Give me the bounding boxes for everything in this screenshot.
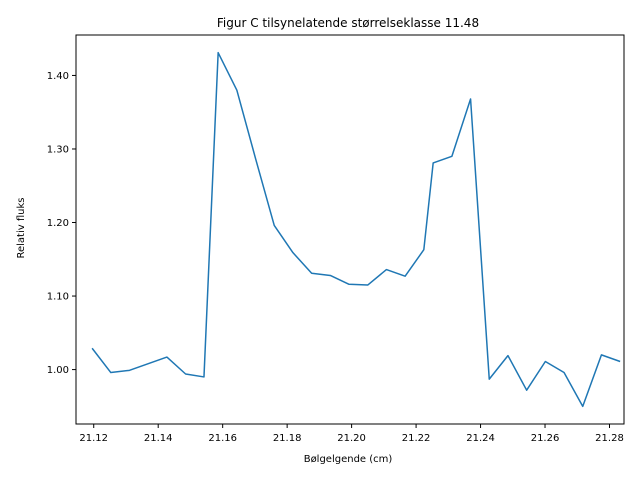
y-tick-label: 1.10 [47, 292, 69, 303]
y-tick-label: 1.40 [47, 71, 69, 82]
y-tick-label: 1.00 [47, 365, 69, 376]
x-tick-label: 21.28 [595, 433, 624, 444]
y-axis-title: Relativ fluks [16, 198, 27, 259]
y-tick-label: 1.20 [47, 218, 69, 229]
y-tick-label: 1.30 [47, 144, 69, 155]
x-axis: 21.12 21.14 21.16 21.18 21.20 21.22 21.24 21.26… [79, 424, 624, 444]
x-tick-label: 21.18 [273, 433, 302, 444]
x-tick-label: 21.22 [402, 433, 431, 444]
chart-title: Figur C tilsynelatende størrelseklasse 1… [217, 16, 479, 30]
x-tick-label: 21.20 [337, 433, 366, 444]
x-axis-title: Bølgelgende (cm) [304, 454, 393, 465]
plot-area [75, 34, 625, 425]
x-tick-label: 21.14 [144, 433, 173, 444]
axes-frame [75, 34, 625, 425]
x-tick-label: 21.12 [79, 433, 108, 444]
x-tick-label: 21.16 [208, 433, 237, 444]
series-line-0 [91, 51, 621, 408]
y-axis: 1.00 1.10 1.20 1.30 1.40 [47, 71, 76, 376]
x-tick-label: 21.26 [531, 433, 560, 444]
x-tick-label: 21.24 [466, 433, 495, 444]
